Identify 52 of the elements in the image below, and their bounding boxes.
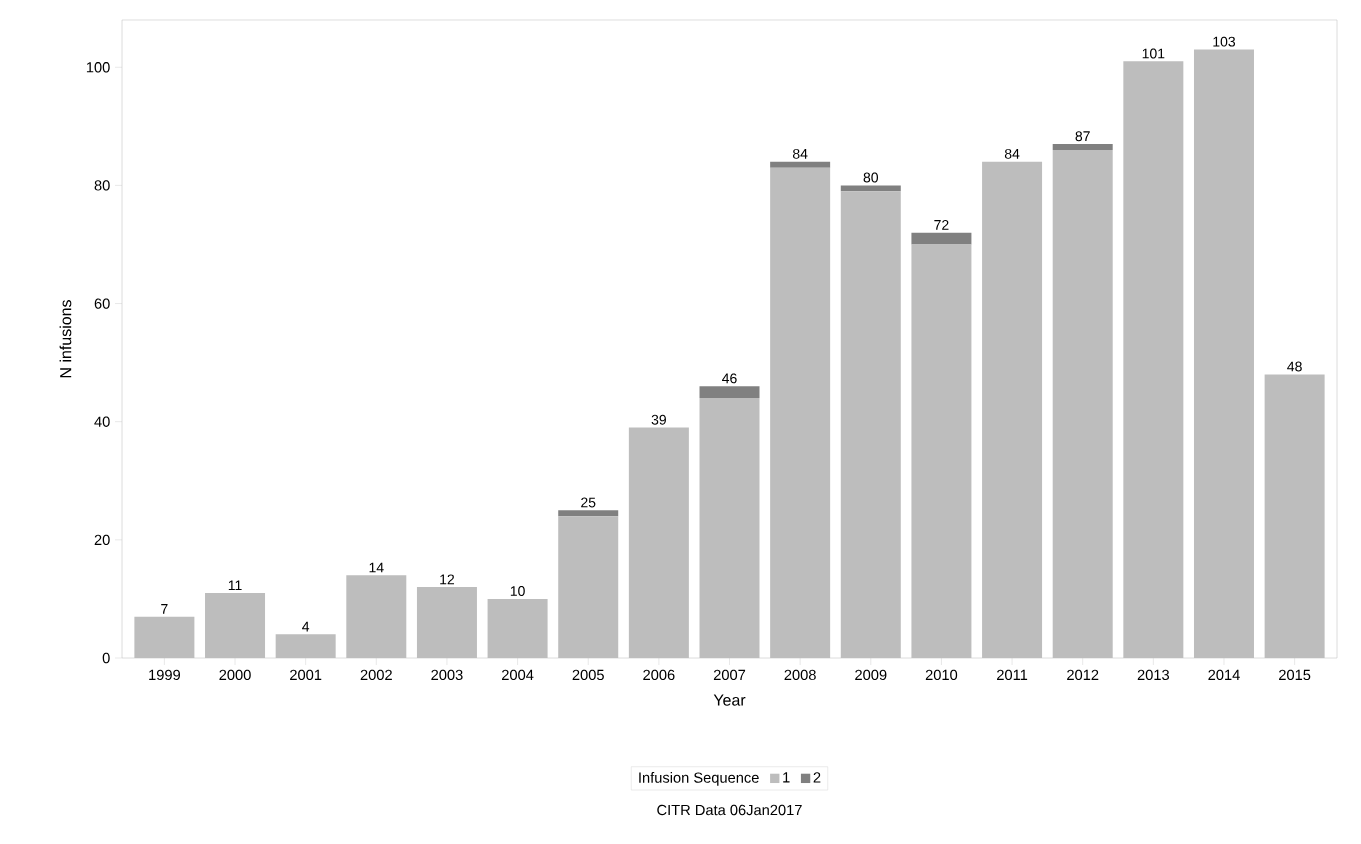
x-tick-label: 2008 [784, 669, 816, 681]
total-label: 80 [863, 172, 879, 183]
x-tick-label: 2004 [502, 669, 534, 681]
bar [699, 386, 760, 399]
bar [558, 510, 619, 517]
x-tick-label: 1999 [149, 669, 180, 681]
total-label: 7 [161, 604, 168, 614]
y-tick-label: 0 [102, 652, 110, 664]
y-tick-label: 60 [94, 298, 110, 309]
y-tick-label: 40 [94, 416, 110, 427]
x-tick-label: 2000 [219, 669, 251, 681]
bar [911, 232, 972, 245]
total-label: 72 [934, 219, 949, 230]
total-label: 10 [510, 586, 525, 596]
y-tick-label: 20 [94, 534, 110, 546]
total-label: 14 [369, 562, 384, 573]
total-label: 84 [1004, 148, 1020, 159]
x-tick-label: 2009 [855, 669, 887, 681]
x-tick-label: 2005 [572, 669, 604, 681]
bar [840, 185, 901, 192]
y-tick-label: 80 [94, 180, 110, 191]
legend-label: 1 [783, 772, 790, 783]
x-tick-label: 2013 [1137, 669, 1169, 681]
x-tick-label: 2012 [1067, 669, 1099, 681]
y-tick-label: 100 [86, 62, 110, 73]
total-label: 48 [1287, 361, 1302, 372]
x-tick-label: 2003 [431, 669, 463, 681]
bar [1052, 144, 1113, 150]
x-tick-label: 2015 [1279, 669, 1311, 681]
x-tick-label: 2001 [290, 669, 322, 681]
total-label: 4 [302, 621, 310, 632]
x-axis-title: Year [713, 694, 746, 706]
total-label: 12 [440, 574, 455, 585]
x-tick-label: 2006 [643, 669, 675, 681]
legend-title: Infusion Sequence [639, 772, 759, 786]
total-label: 11 [228, 580, 242, 591]
total-label: 25 [581, 497, 596, 508]
total-label: 103 [1213, 36, 1236, 47]
legend-label: 2 [813, 772, 821, 783]
x-tick-label: 2014 [1208, 669, 1240, 681]
total-label: 84 [792, 148, 808, 159]
text: CITR Data 06Jan2017 [657, 804, 802, 816]
bar [770, 161, 831, 168]
total-label: 101 [1142, 48, 1165, 59]
total-label: 87 [1075, 131, 1090, 142]
x-tick-label: 2010 [925, 669, 958, 681]
x-tick-label: 2011 [997, 669, 1028, 681]
x-tick-label: 2002 [360, 669, 392, 681]
x-tick-label: 2007 [713, 669, 746, 681]
total-label: 39 [651, 414, 666, 425]
total-label: 46 [722, 373, 737, 384]
y-axis-title: N infusions [59, 300, 72, 378]
